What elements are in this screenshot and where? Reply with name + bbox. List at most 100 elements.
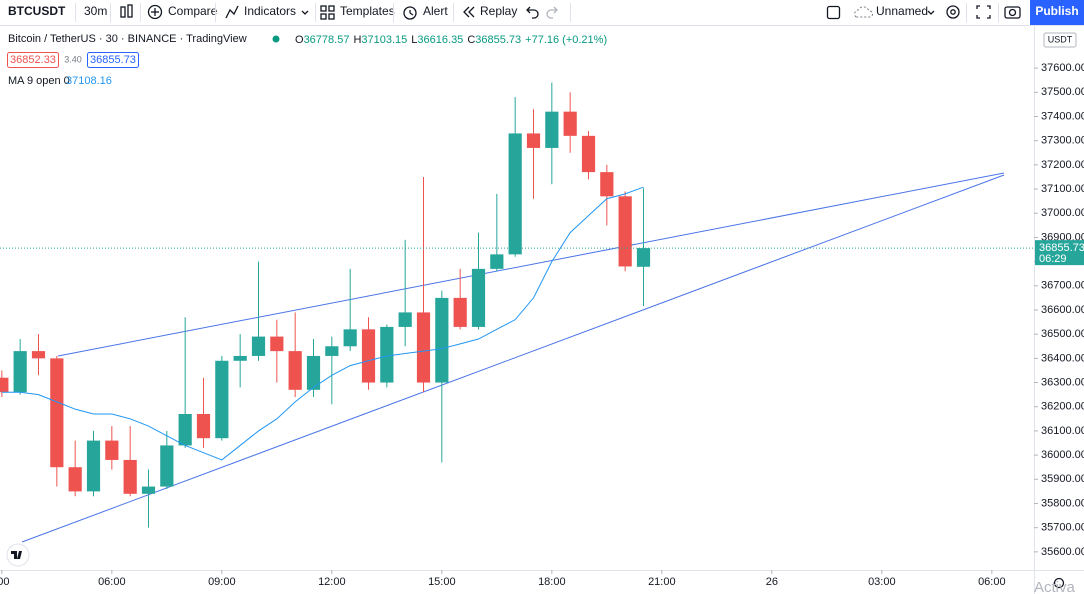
x-tick-label: 18:00: [538, 576, 566, 588]
templates-button[interactable]: Templates: [340, 4, 395, 18]
candle-body: [141, 486, 156, 494]
candle-body: [636, 248, 651, 267]
candle-body: [251, 336, 266, 356]
candle-body: [600, 172, 614, 197]
candle-body: [233, 355, 247, 361]
candle-body: [343, 329, 357, 347]
currency-badge[interactable]: [1043, 32, 1077, 48]
y-tick-label: 36400.00: [1041, 352, 1084, 364]
candle-body: [618, 196, 632, 267]
candle-body: [563, 111, 577, 136]
x-tick-label: 12:00: [318, 576, 346, 588]
candle-body: [160, 445, 174, 487]
symbol-button[interactable]: BTCUSDT: [8, 4, 66, 18]
publish-label[interactable]: Publish: [1035, 4, 1078, 18]
candle-body: [545, 111, 559, 148]
countdown-label: 06:29: [1039, 253, 1067, 265]
candle-body: [416, 312, 431, 383]
x-tick-label: 09:00: [208, 576, 236, 588]
indicators-icon[interactable]: [225, 5, 239, 19]
candle-body: [50, 358, 64, 468]
replay-icon[interactable]: [463, 6, 470, 18]
templates-icon[interactable]: [320, 5, 335, 20]
trend-line[interactable]: [57, 172, 1005, 357]
settings-button[interactable]: [946, 5, 960, 19]
candle-body: [196, 413, 211, 439]
compare-button[interactable]: Compare: [168, 4, 218, 18]
x-tick-label: 06:00: [98, 576, 126, 588]
y-tick-label: 37200.00: [1041, 159, 1084, 171]
toolbar: [0, 0, 1084, 25]
ask-box[interactable]: [87, 52, 139, 68]
watermark: Activa: [1034, 579, 1076, 594]
indicators-button[interactable]: Indicators: [244, 4, 296, 18]
x-tick-label: 03:00: [868, 576, 896, 588]
last-price-label: 36855.73: [1039, 242, 1084, 254]
candle-body: [270, 336, 284, 352]
y-tick-label: 37600.00: [1041, 62, 1084, 74]
ohlc-key: O: [295, 34, 304, 46]
candle-body: [526, 133, 541, 148]
candle-body: [471, 268, 486, 327]
alert-icon[interactable]: [403, 6, 417, 20]
candle-body: [0, 377, 9, 393]
redo-button[interactable]: [546, 6, 558, 19]
checkbox[interactable]: [826, 5, 841, 20]
ohlc-key: C: [467, 34, 475, 46]
ohlc-key: H: [353, 34, 361, 46]
candle-body: [178, 413, 192, 446]
last-price-box: [1035, 240, 1084, 266]
change-value: +77.16 (+0.21%): [525, 34, 607, 46]
publish-button[interactable]: [1030, 0, 1084, 25]
candle-body: [490, 254, 504, 269]
cloud-icon: [854, 6, 874, 18]
bid-box[interactable]: [7, 52, 59, 68]
ohlc-value: 37103.15: [361, 34, 407, 46]
chart-type-icon[interactable]: [120, 4, 133, 18]
bid-price[interactable]: 36852.33: [10, 54, 56, 66]
x-tick-label: 26: [766, 576, 778, 588]
candle-body: [581, 135, 596, 173]
tradingview-logo: [6, 543, 30, 567]
y-tick-label: 35600.00: [1041, 546, 1084, 558]
y-tick-label: 37500.00: [1041, 86, 1084, 98]
y-tick-label: 36600.00: [1041, 304, 1084, 316]
replay-icon[interactable]: [468, 6, 475, 18]
candle-body: [306, 355, 321, 390]
candle-body: [361, 329, 376, 383]
candle-body: [435, 297, 449, 383]
y-tick-label: 35900.00: [1041, 473, 1084, 485]
settings-icon: [950, 9, 956, 15]
candle-body: [398, 312, 412, 327]
ask-price[interactable]: 36855.73: [90, 54, 136, 66]
y-tick-label: 37000.00: [1041, 207, 1084, 219]
undo-button[interactable]: [526, 6, 539, 19]
ma-line: [1, 186, 644, 461]
candle-body: [508, 133, 522, 255]
candle-body: [123, 459, 137, 494]
x-tick-label: :00: [0, 576, 9, 588]
compare-icon[interactable]: [147, 4, 163, 20]
y-tick-label: 35700.00: [1041, 522, 1084, 534]
x-tick-label: 21:00: [648, 576, 676, 588]
interval-button[interactable]: 30m: [84, 4, 107, 18]
layout-name[interactable]: Unnamed: [876, 4, 928, 18]
ohlc-key: L: [411, 34, 417, 46]
layout-dropdown[interactable]: [927, 10, 935, 15]
candle-body: [215, 360, 229, 439]
ohlc-value: 36616.35: [417, 34, 463, 46]
currency-label[interactable]: USDT: [1048, 34, 1073, 44]
y-tick-label: 37300.00: [1041, 135, 1084, 147]
ohlc-value: 36855.73: [475, 34, 521, 46]
y-tick-label: 36300.00: [1041, 376, 1084, 388]
fullscreen-button[interactable]: [976, 5, 991, 19]
snapshot-button[interactable]: [1004, 6, 1021, 19]
indicators-dropdown[interactable]: [301, 10, 309, 15]
spread: 3.40: [64, 54, 82, 64]
replay-button[interactable]: Replay: [480, 4, 517, 18]
trend-line[interactable]: [21, 174, 1005, 543]
candle-body: [380, 326, 394, 383]
alert-button[interactable]: Alert: [423, 4, 448, 18]
axis-settings[interactable]: [1053, 577, 1065, 589]
